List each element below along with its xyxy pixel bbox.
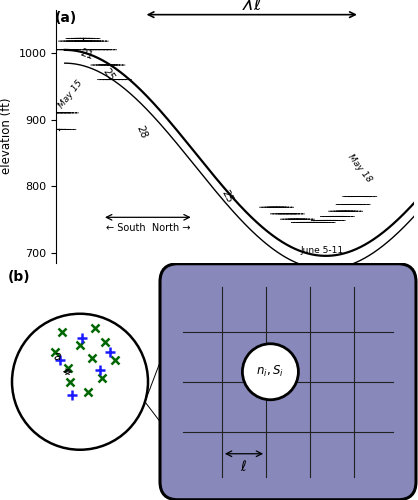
Text: May 18: May 18 [346, 152, 374, 184]
Text: $n_i,S_i$: $n_i,S_i$ [257, 364, 284, 380]
FancyBboxPatch shape [160, 264, 416, 500]
Text: $\lambda\ell$: $\lambda\ell$ [242, 0, 262, 14]
Text: ← South  North →: ← South North → [106, 222, 190, 232]
Text: $\ell$: $\ell$ [240, 459, 247, 474]
Circle shape [242, 344, 298, 400]
Text: 25: 25 [101, 66, 117, 83]
Text: (a): (a) [55, 12, 77, 26]
Y-axis label: elevation (ft): elevation (ft) [0, 98, 13, 174]
Circle shape [12, 314, 148, 450]
Text: May 15: May 15 [57, 78, 85, 110]
Text: $a$: $a$ [53, 350, 61, 363]
Text: June 5-11: June 5-11 [301, 246, 344, 254]
Text: 25: 25 [219, 188, 234, 204]
Text: 28: 28 [134, 124, 148, 140]
Text: 21: 21 [79, 48, 94, 62]
Text: (b): (b) [8, 270, 31, 284]
